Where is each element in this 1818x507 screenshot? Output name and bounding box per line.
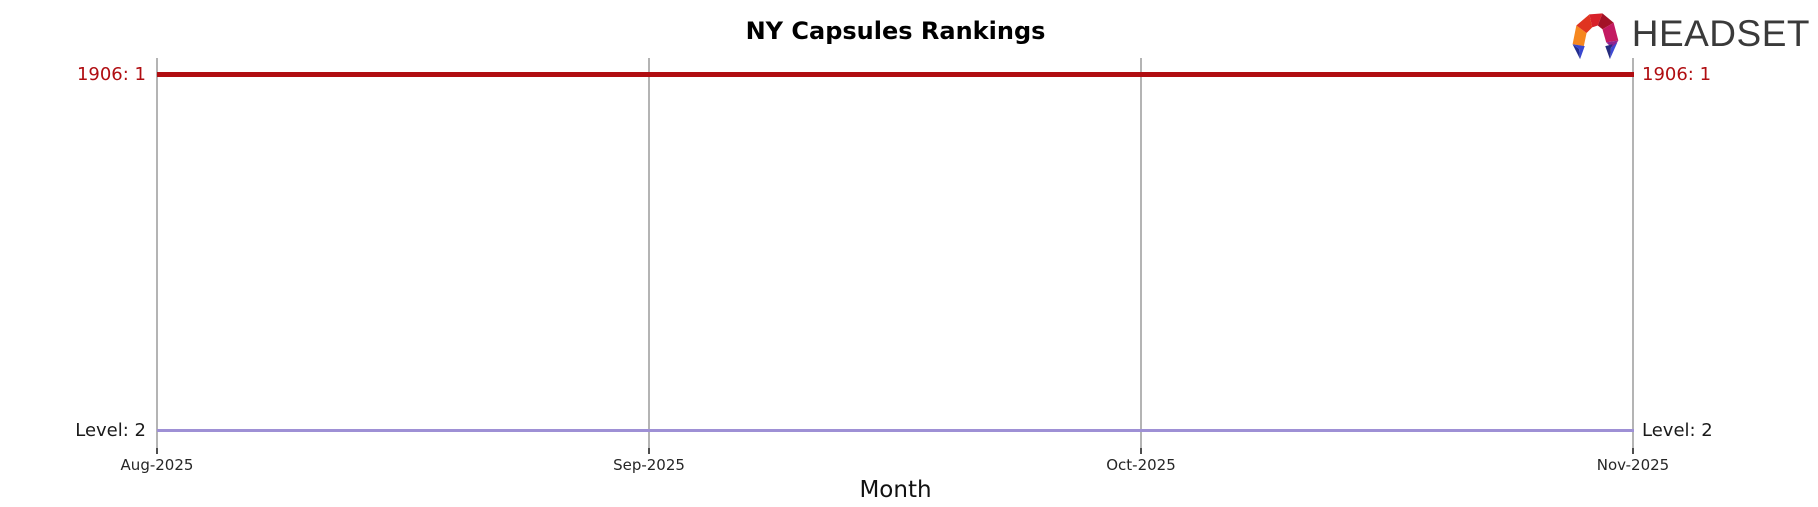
- annotation-1906-right: 1906: 1: [1642, 64, 1712, 85]
- headset-logo: HEADSET: [1567, 5, 1810, 61]
- annotation-1906-left: 1906: 1: [76, 64, 146, 85]
- x-tick-label-nov-2025: Nov-2025: [1596, 456, 1670, 474]
- x-tick-oct-2025: [1140, 448, 1142, 454]
- gridline-sep-2025: [648, 58, 650, 448]
- x-tick-label-aug-2025: Aug-2025: [120, 456, 194, 474]
- gridline-aug-2025: [156, 58, 158, 448]
- annotation-level-left: Level: 2: [75, 420, 146, 441]
- x-axis-label: Month: [859, 477, 932, 503]
- x-tick-sep-2025: [648, 448, 650, 454]
- x-tick-nov-2025: [1632, 448, 1634, 454]
- chart-title: NY Capsules Rankings: [745, 17, 1046, 45]
- x-tick-label-sep-2025: Sep-2025: [613, 456, 685, 474]
- x-tick-label-oct-2025: Oct-2025: [1106, 456, 1176, 474]
- x-tick-aug-2025: [156, 448, 158, 454]
- gridline-nov-2025: [1632, 58, 1634, 448]
- gridline-oct-2025: [1140, 58, 1142, 448]
- series-line-level: [157, 429, 1634, 432]
- annotation-level-right: Level: 2: [1642, 420, 1713, 441]
- headset-logo-icon: [1567, 5, 1623, 61]
- series-line-1906: [157, 72, 1634, 77]
- headset-logo-text: HEADSET: [1631, 12, 1810, 54]
